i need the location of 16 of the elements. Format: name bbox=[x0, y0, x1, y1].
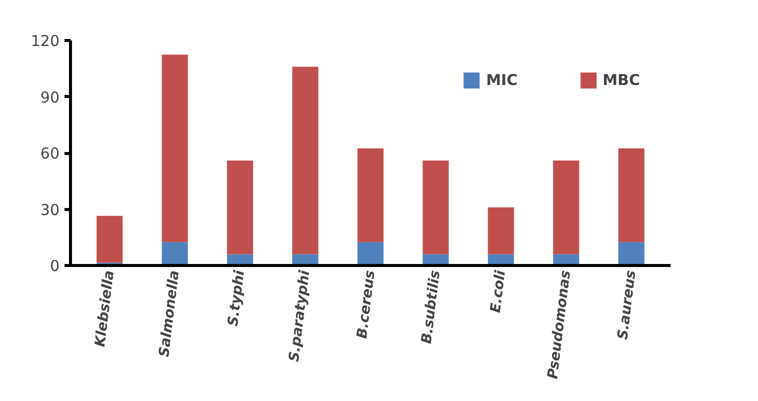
x-tick-label: B.subtilis bbox=[418, 270, 444, 345]
x-tick-label: B.cereus bbox=[354, 270, 378, 340]
legend-label: MBC bbox=[602, 71, 640, 89]
x-tick-label: Salmonella bbox=[156, 270, 183, 358]
y-tick-label: 30 bbox=[40, 200, 60, 219]
x-tick-label: Pseudomonas bbox=[545, 270, 574, 380]
x-tick-label: S.typhi bbox=[225, 269, 248, 328]
y-tick-label: 60 bbox=[40, 144, 60, 162]
x-tick-label: S.aureus bbox=[615, 270, 640, 340]
x-tick-label: S.paratyphi bbox=[286, 269, 314, 363]
y-tick-label: 0 bbox=[50, 257, 60, 275]
y-tick-label: 90 bbox=[40, 88, 60, 106]
legend-label: MIC bbox=[486, 71, 518, 89]
x-tick-label: E.coli bbox=[488, 269, 509, 314]
y-tick-label: 120 bbox=[30, 32, 60, 50]
x-tick-label: Klebsiella bbox=[92, 270, 118, 348]
